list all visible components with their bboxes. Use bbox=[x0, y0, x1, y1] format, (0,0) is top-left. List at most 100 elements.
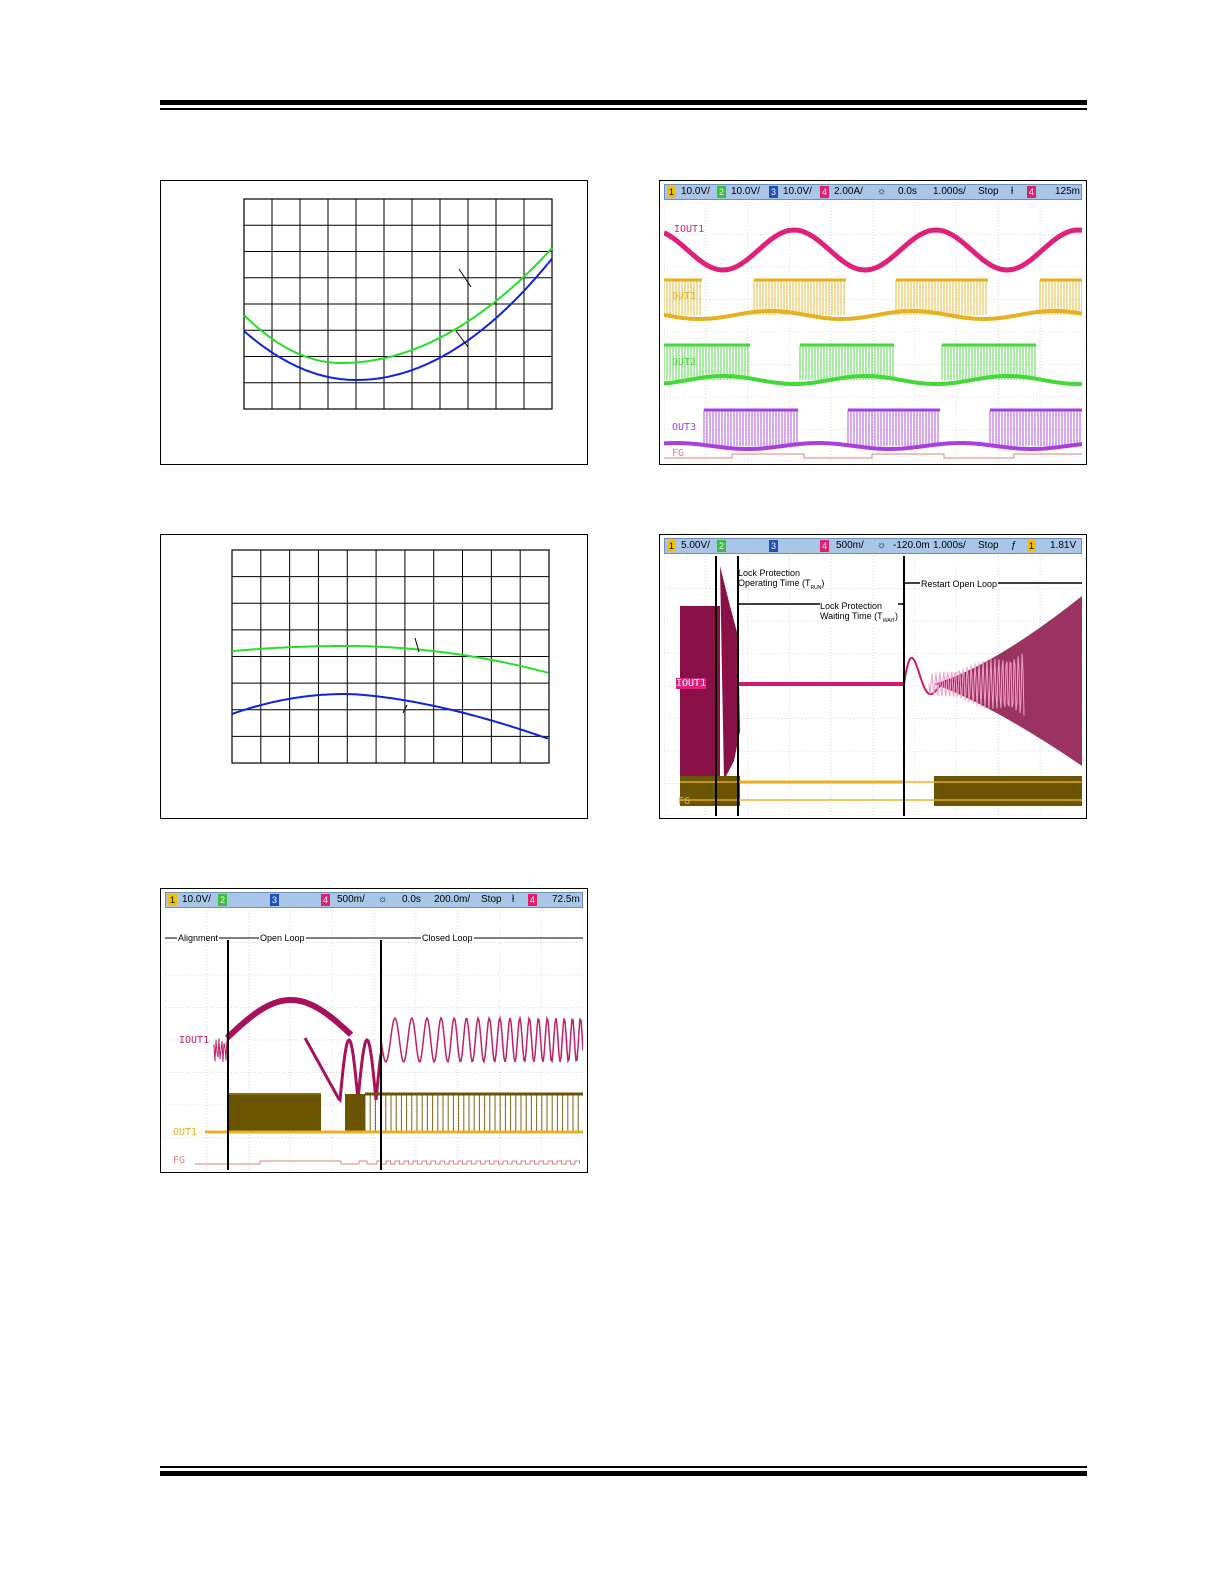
iout1-pwm-detail bbox=[928, 653, 1025, 716]
iout1-open-loop-end bbox=[303, 1037, 383, 1103]
scope-2-fg-label: FG bbox=[678, 796, 691, 807]
scope-2-run-state: Stop bbox=[978, 540, 999, 551]
fg-band-restart bbox=[934, 776, 1082, 806]
graph-2-green-curve bbox=[231, 645, 549, 674]
scope-3-trigger-level: 72.5m bbox=[552, 894, 580, 905]
graph-1-pointer-top bbox=[458, 268, 472, 288]
out2-pwm-burst bbox=[941, 345, 1036, 380]
out2-pwm-burst bbox=[664, 345, 749, 380]
scope-2-header: 1 5.00V/ 2 3 4 500m/ ☼ -120.0m 1.000s/ S… bbox=[664, 538, 1082, 554]
scope-2-ch1-scale: 5.00V/ bbox=[681, 540, 710, 551]
out2-baseline bbox=[664, 374, 1082, 386]
graph-1-blue-curve bbox=[243, 257, 553, 381]
scope-1-run-state: Stop bbox=[978, 186, 999, 197]
scope-3-delay: 0.0s bbox=[402, 894, 421, 905]
out1-pwm-burst bbox=[664, 280, 701, 315]
brightness-icon: ☼ bbox=[378, 894, 388, 905]
scope-3-fg-label: FG bbox=[173, 1155, 186, 1166]
scope-1-ch4-scale: 2.00A/ bbox=[834, 186, 863, 197]
out1-closed-loop-pwm bbox=[364, 1094, 579, 1132]
out3-baseline bbox=[664, 441, 1082, 451]
closed-loop-label: Closed Loop bbox=[421, 933, 474, 943]
out3-pwm-burst bbox=[847, 410, 939, 446]
scope-1-ch2-scale: 10.0V/ bbox=[731, 186, 760, 197]
fg-trace bbox=[664, 453, 1082, 459]
scope-1-out1-label: OUT1 bbox=[672, 291, 697, 302]
brightness-icon: ☼ bbox=[877, 540, 887, 551]
scope-1-header: 1 10.0V/ 2 10.0V/ 3 10.0V/ 4 2.00A/ ☼ 0.… bbox=[664, 184, 1082, 200]
scope-3-traces bbox=[165, 910, 583, 1170]
scope-3-iout-label: IOUT1 bbox=[179, 1035, 210, 1046]
trigger-edge-icon: ƒ bbox=[1011, 540, 1017, 551]
scope-2-delay: -120.0m bbox=[893, 540, 930, 551]
scope-3-run-state: Stop bbox=[481, 894, 502, 905]
scope-3-screen: Alignment Open Loop Closed Loop IOUT1 OU… bbox=[165, 910, 583, 1170]
graph-panel-2 bbox=[160, 534, 588, 819]
scope-panel-startup: 1 10.0V/ 2 3 4 500m/ ☼ 0.0s 200.0m/ Stop… bbox=[160, 888, 588, 1173]
graph-2-pointer-top bbox=[414, 637, 420, 653]
fg-trace bbox=[195, 1160, 580, 1165]
scope-2-screen: Lock Protection Operating Time (TRUN) Lo… bbox=[664, 556, 1082, 816]
out3-pwm-burst bbox=[703, 410, 798, 446]
graph-2-blue-curve bbox=[231, 693, 549, 740]
graph-panel-1 bbox=[160, 180, 588, 465]
out1-pwm-burst bbox=[895, 280, 987, 315]
iout1-open-loop-hump bbox=[224, 997, 354, 1041]
brightness-icon: ☼ bbox=[877, 186, 887, 197]
scope-panel-lock-protection: 1 5.00V/ 2 3 4 500m/ ☼ -120.0m 1.000s/ S… bbox=[659, 534, 1087, 819]
scope-1-screen: IOUT1 OUT1 OUT2 OUT3 FG bbox=[664, 202, 1082, 462]
footer-rule-thin bbox=[160, 1466, 1087, 1468]
out1-open-loop-band bbox=[227, 1094, 321, 1132]
scope-1-delay: 0.0s bbox=[898, 186, 917, 197]
scope-3-timebase: 200.0m/ bbox=[434, 894, 471, 905]
iout1-running-envelope bbox=[680, 606, 720, 780]
scope-3-header: 1 10.0V/ 2 3 4 500m/ ☼ 0.0s 200.0m/ Stop… bbox=[165, 892, 583, 908]
scope-1-traces bbox=[664, 202, 1082, 462]
iout1-alignment bbox=[212, 1038, 228, 1062]
out1-open-loop-band-2 bbox=[345, 1094, 365, 1132]
lock-waiting-label: Lock Protection Waiting Time (TWAIT) bbox=[820, 601, 898, 626]
scope-1-out3-label: OUT3 bbox=[672, 422, 697, 433]
scope-1-ch1-scale: 10.0V/ bbox=[681, 186, 710, 197]
graph-1-grid bbox=[243, 198, 553, 410]
scope-2-iout-label: IOUT1 bbox=[676, 678, 707, 689]
out3-pwm-burst bbox=[989, 410, 1081, 446]
scope-3-ch4-scale: 500m/ bbox=[337, 894, 365, 905]
out1-baseline bbox=[664, 309, 1082, 321]
footer-rule-thick bbox=[160, 1471, 1087, 1476]
graph-1-green-curve bbox=[243, 247, 553, 364]
graph-1-pointer-bottom bbox=[455, 330, 469, 348]
scope-2-ch4-scale: 500m/ bbox=[836, 540, 864, 551]
scope-1-out2-label: OUT2 bbox=[672, 357, 697, 368]
scope-3-ch1-scale: 10.0V/ bbox=[182, 894, 211, 905]
graph-2-grid bbox=[231, 549, 550, 764]
graph-1-plot bbox=[243, 198, 553, 410]
scope-1-trigger-level: 125m bbox=[1055, 186, 1081, 197]
scope-panel-phase-outputs: 1 10.0V/ 2 10.0V/ 3 10.0V/ 4 2.00A/ ☼ 0.… bbox=[659, 180, 1087, 465]
scope-1-timebase: 1.000s/ bbox=[933, 186, 966, 197]
scope-2-trigger-level: 1.81V bbox=[1050, 540, 1077, 551]
scope-1-fg-label: FG bbox=[672, 448, 685, 459]
trigger-edge-icon: ƚ bbox=[1011, 186, 1014, 197]
header-rule-thin bbox=[160, 108, 1087, 110]
scope-2-timebase: 1.000s/ bbox=[933, 540, 966, 551]
graph-2-plot bbox=[231, 549, 550, 764]
scope-2-traces bbox=[664, 556, 1082, 816]
iout1-closed-loop-oscillation bbox=[380, 1015, 583, 1064]
iout1-trace bbox=[664, 227, 1082, 273]
open-loop-label: Open Loop bbox=[259, 933, 306, 943]
scope-1-ch3-scale: 10.0V/ bbox=[783, 186, 812, 197]
graph-2-pointer-bottom bbox=[402, 704, 408, 714]
out2-pwm-burst bbox=[799, 345, 894, 380]
iout1-decay bbox=[720, 566, 740, 780]
iout1-growing-envelope bbox=[934, 596, 1082, 766]
out1-pwm-burst bbox=[753, 280, 845, 315]
alignment-label: Alignment bbox=[177, 933, 220, 943]
out1-pwm-burst bbox=[1039, 280, 1082, 315]
header-rule-thick bbox=[160, 100, 1087, 105]
trigger-edge-icon: ƚ bbox=[512, 894, 515, 905]
scope-1-iout-label: IOUT1 bbox=[674, 224, 705, 235]
lock-operating-label: Lock Protection Operating Time (TRUN) bbox=[738, 568, 825, 591]
restart-open-loop-label: Restart Open Loop bbox=[920, 579, 999, 589]
scope-3-out1-label: OUT1 bbox=[173, 1127, 198, 1138]
